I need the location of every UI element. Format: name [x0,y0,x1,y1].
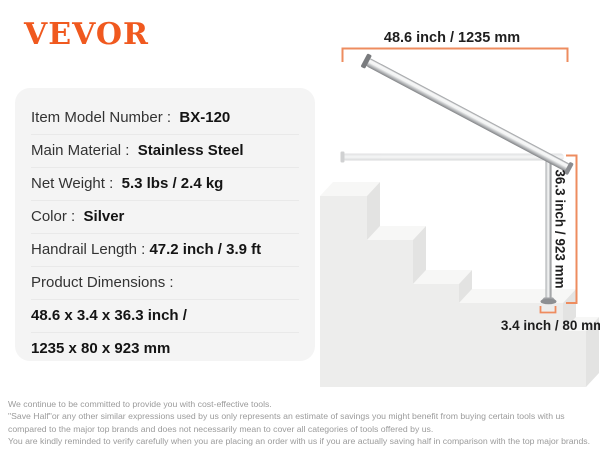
vevor-logo: VEVOR [24,17,149,52]
footer-disclaimer: We continue to be committed to provide y… [8,398,598,448]
footer-line: We continue to be committed to provide y… [8,399,272,409]
dim-length-label: 48.6 inch / 1235 mm [384,30,520,46]
spec-value: Stainless Steel [137,142,244,159]
spec-separator: : [162,109,180,126]
spec-separator: : [66,208,84,225]
spec-row-dimensions-inch: 48.6 x 3.4 x 36.3 inch / [31,300,299,333]
spec-label: Color [31,208,67,225]
dimension-annotations: 48.6 inch / 1235 mm 36.3 inch / 923 mm 3… [341,30,600,333]
rail-left-end-cap [361,53,372,69]
spec-label: Product Dimensions [31,274,166,291]
stairs-front-face [320,196,586,387]
post-base-flange [540,298,557,305]
stairs-top-faces [320,182,599,331]
spec-row-material: Main Material : Stainless Steel [31,135,299,168]
spec-label: Net Weight [31,175,105,192]
spec-card: Item Model Number : BX-120 Main Material… [15,88,315,361]
footer-line: compared to the major top brands and doe… [8,423,434,434]
spec-separator: : [104,175,122,192]
spec-row-dimensions-title: Product Dimensions : [31,267,299,300]
spec-value: 48.6 x 3.4 x 36.3 inch / [31,307,187,324]
crossbar-end-cap [340,151,345,163]
spec-row-handrail-length: Handrail Length : 47.2 inch / 3.9 ft [31,234,299,267]
spec-row-color: Color : Silver [31,201,299,234]
handrail-diagram: 48.6 inch / 1235 mm 36.3 inch / 923 mm 3… [320,30,600,387]
spec-row-dimensions-mm: 1235 x 80 x 923 mm [31,333,299,365]
dim-base-bracket [539,306,557,314]
spec-row-weight: Net Weight : 5.3 lbs / 2.4 kg [31,168,299,201]
spec-separator: : [136,241,150,258]
crossbar [340,151,564,163]
spec-label: Item Model Number [31,109,163,126]
spec-label: Main Material [31,142,122,159]
dim-length-bracket [341,47,569,62]
handrail-tube [361,53,574,175]
staircase [320,182,599,387]
dim-base-label: 3.4 inch / 80 mm [501,318,600,333]
footer-line: "Save Half"or any other similar expressi… [8,411,565,422]
spec-value: 1235 x 80 x 923 mm [31,340,171,357]
spec-separator: : [165,274,174,291]
spec-label: Handrail Length [31,241,137,258]
spec-value: 47.2 inch / 3.9 ft [149,241,262,258]
spec-separator: : [121,142,138,159]
dim-height-label: 36.3 inch / 923 mm [553,169,568,288]
spec-value: BX-120 [179,109,231,126]
dim-height-bracket [566,154,578,304]
spec-value: 5.3 lbs / 2.4 kg [121,175,224,192]
spec-row-model: Item Model Number : BX-120 [31,102,299,135]
rail-right-end-cap [564,162,574,175]
spec-value: Silver [83,208,125,225]
stairs-riser-faces [367,182,599,387]
footer-line: You are kindly reminded to verify carefu… [8,436,591,447]
